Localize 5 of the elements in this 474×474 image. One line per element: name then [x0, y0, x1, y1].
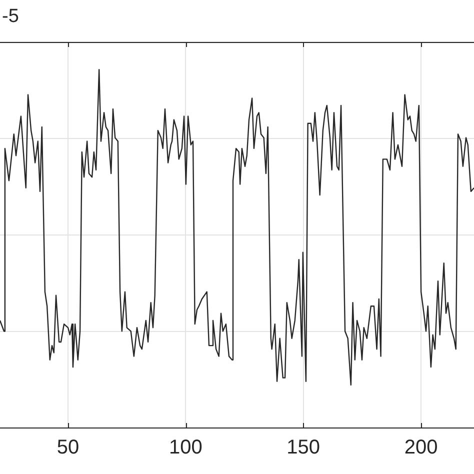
text: -5 — [2, 6, 19, 28]
x-tick-label: 50 — [56, 436, 80, 459]
x-tick-label: 150 — [286, 436, 320, 459]
x-tick-label: 100 — [169, 436, 202, 459]
x-tick-label: 200 — [404, 436, 438, 459]
